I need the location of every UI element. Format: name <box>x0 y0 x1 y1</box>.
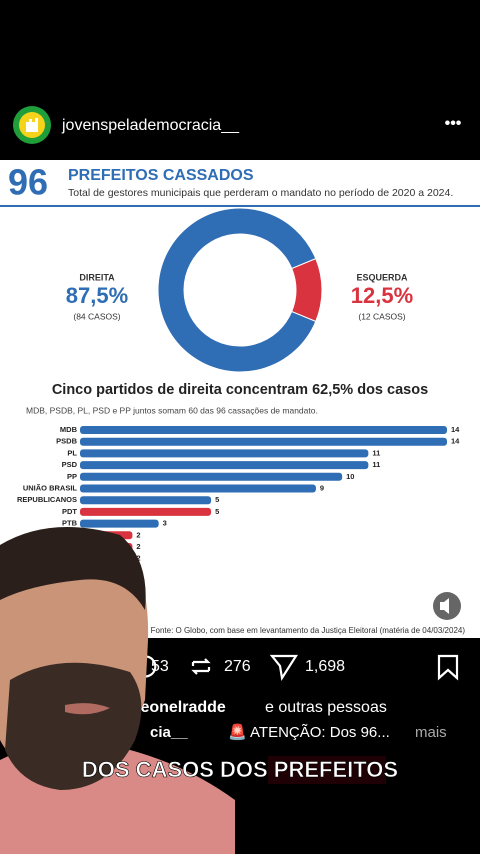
bar-category: PTB <box>62 519 78 528</box>
bar <box>80 496 212 505</box>
slice-category: DIREITA <box>79 272 115 282</box>
caption-more[interactable]: mais <box>415 724 447 741</box>
caption-text: 🚨 ATENÇÃO: Dos 96... <box>228 723 390 741</box>
bar-value: 9 <box>320 483 324 492</box>
share-count: 1,698 <box>305 658 345 675</box>
slice-value: 87,5% <box>66 283 128 308</box>
bar <box>80 449 369 458</box>
donut-slice <box>291 257 323 323</box>
bar-value: 10 <box>346 472 354 481</box>
bar-category: PL <box>67 448 77 457</box>
bar-value: 14 <box>451 437 460 446</box>
bar <box>80 484 316 493</box>
bar <box>80 472 343 481</box>
bar-value: 11 <box>372 448 380 457</box>
caption-highlight <box>268 756 386 784</box>
bar-category: PDT <box>62 507 77 516</box>
bar-category: UNIÃO BRASIL <box>23 483 78 492</box>
share-icon[interactable] <box>269 654 299 682</box>
slice-value: 12,5% <box>351 283 413 308</box>
repost-icon[interactable] <box>191 658 211 675</box>
info-subtitle: Total de gestores municipais que perdera… <box>68 187 453 199</box>
avatar-fist <box>26 118 38 132</box>
liked-by[interactable]: leonelradde <box>136 699 226 716</box>
bar-value: 3 <box>163 519 167 528</box>
bar <box>80 507 212 516</box>
bar-category: REPUBLICANOS <box>17 495 77 504</box>
slice-note: (12 CASOS) <box>358 311 405 321</box>
slice-note: (84 CASOS) <box>73 311 120 321</box>
bar-title: Cinco partidos de direita concentram 62,… <box>52 382 428 398</box>
comment-count: 53 <box>151 658 169 675</box>
bar-category: PP <box>67 472 77 481</box>
mute-icon <box>440 598 449 614</box>
bar-category: PSD <box>62 460 78 469</box>
mouth <box>65 703 110 715</box>
bar-value: 2 <box>136 542 140 551</box>
bar-value: 14 <box>451 425 460 434</box>
bar-value: 5 <box>215 507 219 516</box>
bar <box>80 461 369 470</box>
hair <box>0 527 146 610</box>
bar-value: 2 <box>136 554 140 563</box>
bar-value: 11 <box>372 460 380 469</box>
bar <box>80 426 447 434</box>
username[interactable]: jovenspelademocracia__ <box>61 117 240 134</box>
bookmark-icon[interactable] <box>437 654 459 681</box>
info-title: PREFEITOS CASSADOS <box>68 167 254 184</box>
bar <box>80 437 447 446</box>
donut-slice <box>157 207 317 373</box>
caption-user[interactable]: cia__ <box>150 724 188 741</box>
source: Fonte: O Globo, com base em levantamento… <box>151 626 466 635</box>
bar-subtitle: MDB, PSDB, PL, PSD e PP juntos somam 60 … <box>26 405 318 415</box>
bar-category: MDB <box>60 425 78 434</box>
slice-category: ESQUERDA <box>356 272 408 282</box>
big-number: 96 <box>8 162 48 203</box>
video-overlay <box>0 527 235 854</box>
more-options[interactable]: ••• <box>445 115 462 132</box>
bar-value: 2 <box>136 530 140 539</box>
bar <box>80 519 159 528</box>
beard <box>5 662 142 790</box>
liked-rest: e outras pessoas <box>265 699 387 716</box>
bar-category: PSDB <box>56 437 77 446</box>
video-caption: DOS CASOS DOS PREFEITOS <box>82 757 398 782</box>
divider <box>0 205 480 207</box>
bar-value: 5 <box>215 495 219 504</box>
repost-count: 276 <box>224 658 251 675</box>
